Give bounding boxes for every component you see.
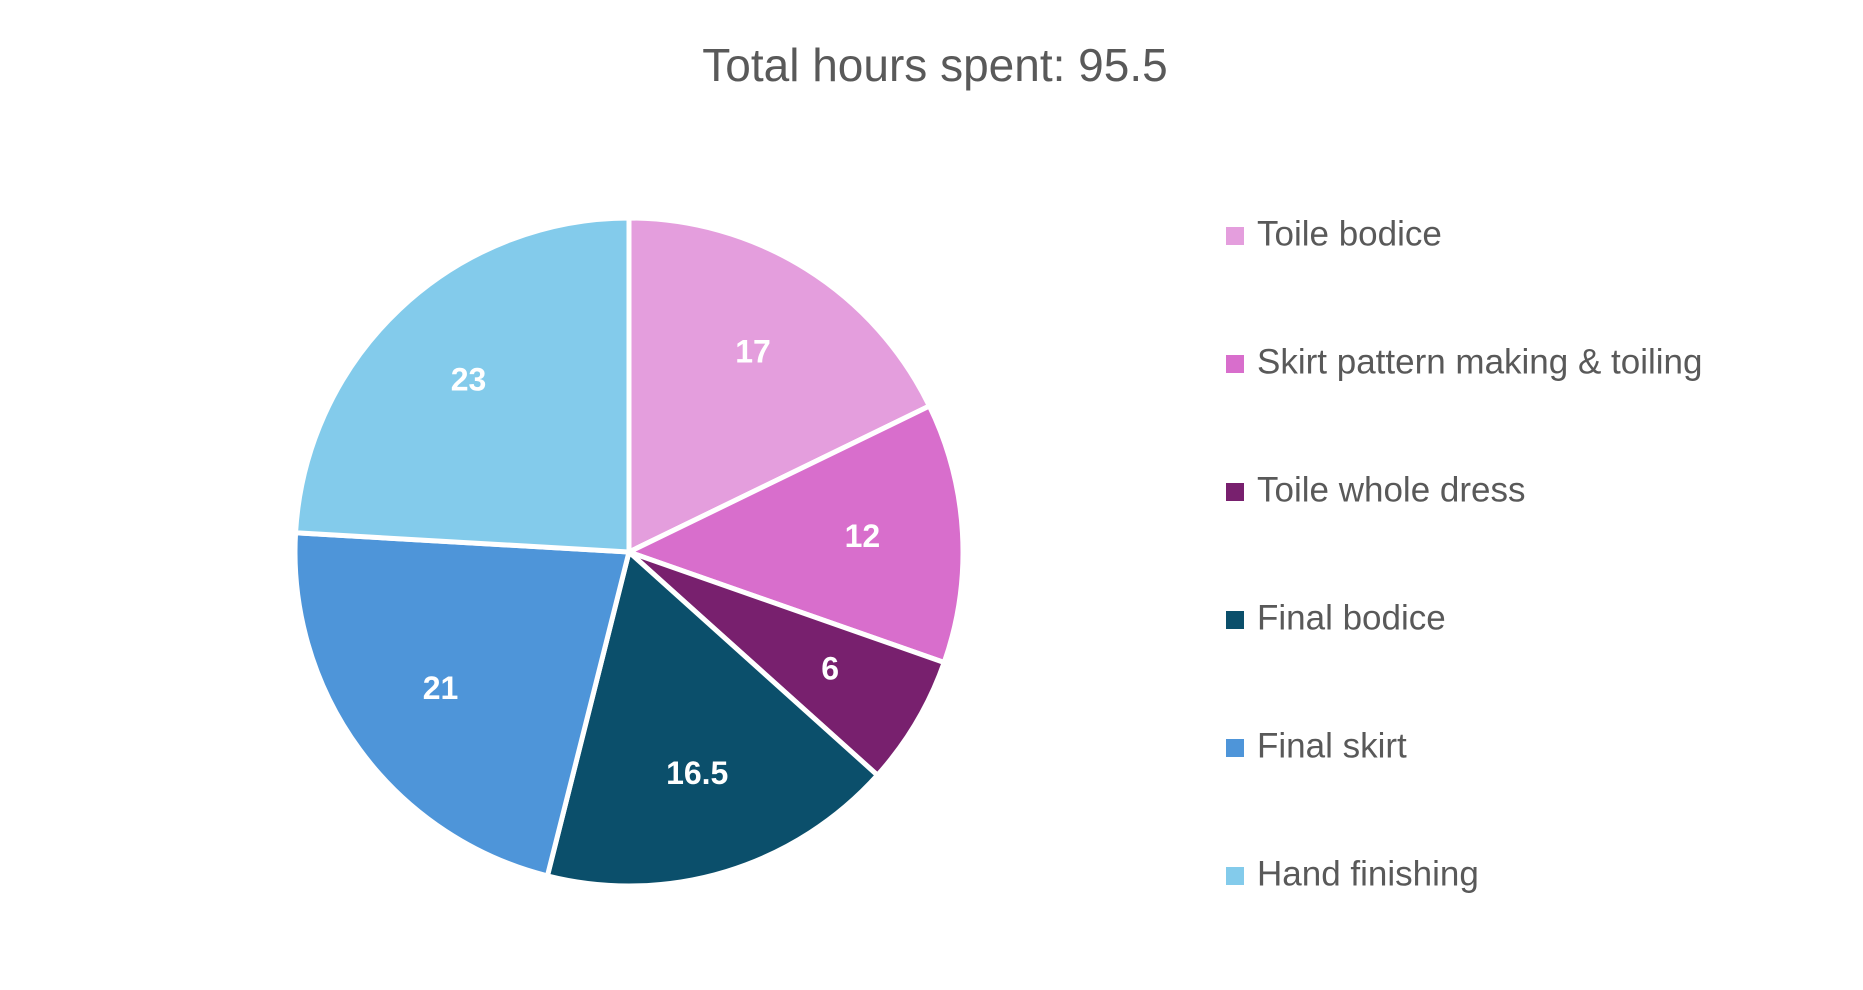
data-label: 23 [451, 361, 487, 397]
legend-swatch [1226, 611, 1244, 629]
pie-slice [292, 530, 633, 879]
pie-slice [292, 215, 632, 555]
legend-swatch [1226, 227, 1244, 245]
pie-slice [544, 547, 881, 889]
data-label: 12 [845, 518, 881, 554]
legend-swatch [1226, 867, 1244, 885]
data-label: 6 [821, 651, 839, 687]
chart-title: Total hours spent: 95.5 [702, 39, 1167, 91]
legend-swatch [1226, 483, 1244, 501]
legend-label: Hand finishing [1257, 854, 1479, 893]
legend-label: Toile bodice [1257, 214, 1442, 253]
data-label: 17 [735, 333, 771, 369]
legend-label: Skirt pattern making & toiling [1257, 342, 1702, 381]
legend-label: Final skirt [1257, 726, 1407, 765]
pie-slice [622, 402, 966, 666]
pie-slice [627, 549, 948, 779]
legend-swatch [1226, 739, 1244, 757]
data-label: 21 [423, 670, 459, 706]
legend-swatch [1226, 355, 1244, 373]
pie-slice [626, 215, 933, 556]
legend-label: Toile whole dress [1257, 470, 1525, 509]
legend-label: Final bodice [1257, 598, 1446, 637]
data-label: 16.5 [666, 755, 728, 791]
